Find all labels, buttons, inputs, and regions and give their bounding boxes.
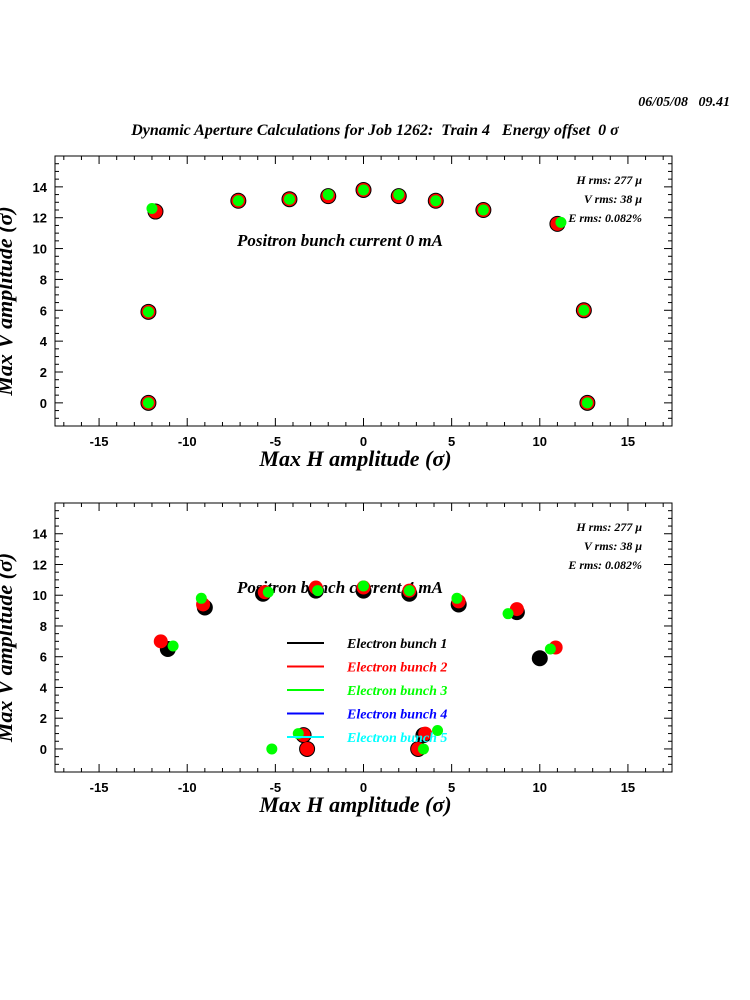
x-tick-label: 5 [448, 434, 455, 449]
positron-current-label: Positron bunch current 0 mA [236, 231, 443, 250]
rms-info-line: E rms: 0.082% [567, 211, 642, 225]
rms-info-line: H rms: 277 μ [575, 520, 642, 534]
data-point-bunch-3 [142, 397, 154, 409]
y-axis-title: Max V amplitude (σ) [0, 553, 17, 743]
positron-current-label: Positron bunch current 4 mA [236, 578, 443, 597]
x-tick-label: 15 [621, 780, 635, 795]
data-point-bunch-3 [312, 585, 324, 597]
x-tick-label: -10 [178, 434, 197, 449]
y-tick-label: 4 [40, 680, 48, 695]
data-point-bunch-3 [262, 586, 274, 598]
x-tick-label: 0 [360, 780, 367, 795]
data-point-bunch-3 [581, 397, 593, 409]
data-point-bunch-3 [232, 195, 244, 207]
data-point-bunch-3 [477, 204, 489, 216]
x-tick-label: -15 [90, 434, 109, 449]
data-point-bunch-3 [266, 743, 278, 755]
data-point-bunch-3 [358, 580, 369, 592]
x-tick-label: -5 [270, 434, 282, 449]
y-tick-label: 2 [40, 711, 47, 726]
x-tick-label: 10 [533, 780, 547, 795]
legend-label-bunch-4: Electron bunch 4 [346, 708, 447, 723]
rms-info-line: E rms: 0.082% [567, 558, 642, 572]
data-point-bunch-3 [167, 640, 179, 652]
x-axis-title: Max H amplitude (σ) [258, 446, 451, 471]
page-title: Dynamic Aperture Calculations for Job 12… [131, 122, 619, 139]
legend-label-bunch-2: Electron bunch 2 [346, 661, 447, 676]
x-tick-label: -10 [178, 780, 197, 795]
y-tick-label: 2 [40, 365, 47, 380]
data-point-bunch-3 [430, 195, 442, 207]
data-point-bunch-3 [403, 585, 415, 597]
data-point-bunch-2 [418, 726, 433, 741]
data-point-bunch-3 [142, 306, 154, 318]
y-tick-label: 14 [33, 527, 48, 542]
data-point-bunch-3 [393, 189, 405, 201]
data-point-bunch-3 [417, 743, 429, 755]
y-tick-label: 14 [33, 180, 48, 195]
y-tick-label: 12 [33, 557, 47, 572]
x-tick-label: 15 [621, 434, 635, 449]
y-tick-label: 0 [40, 396, 47, 411]
legend-label-bunch-5: Electron bunch 5 [346, 731, 447, 746]
x-tick-label: 10 [533, 434, 547, 449]
data-point-bunch-3 [544, 643, 556, 655]
y-tick-label: 10 [33, 588, 47, 603]
y-tick-label: 8 [40, 272, 47, 287]
chart-panel-2: -15 -10 -5 0 5 10 15 0 2 4 6 8 10 12 14 Max H amplitude… [0, 502, 673, 817]
y-tick-label: 6 [40, 303, 47, 318]
legend-label-bunch-3: Electron bunch 3 [346, 684, 447, 699]
data-point-bunch-3 [451, 592, 463, 604]
data-point-bunch-3 [195, 592, 207, 604]
rms-info-line: V rms: 38 μ [584, 539, 642, 553]
x-tick-label: 0 [360, 434, 367, 449]
date-stamp: 06/05/08 09.41 [638, 95, 730, 110]
x-tick-label: -15 [90, 780, 109, 795]
data-point-bunch-2 [300, 741, 315, 756]
x-tick-label: -5 [270, 780, 282, 795]
data-point-bunch-3 [358, 184, 369, 196]
data-point-bunch-2 [153, 634, 168, 649]
y-tick-label: 6 [40, 650, 47, 665]
legend-label-bunch-1: Electron bunch 1 [346, 637, 447, 652]
y-tick-label: 8 [40, 619, 47, 634]
y-tick-label: 0 [40, 742, 47, 757]
x-tick-label: 5 [448, 780, 455, 795]
y-tick-label: 12 [33, 211, 47, 226]
rms-info-line: H rms: 277 μ [575, 173, 642, 187]
y-axis-title: Max V amplitude (σ) [0, 206, 17, 396]
data-point-bunch-3 [432, 724, 444, 736]
rms-info-line: V rms: 38 μ [584, 192, 642, 206]
data-point-bunch-3 [146, 202, 158, 214]
x-axis-title: Max H amplitude (σ) [258, 792, 451, 817]
data-point-bunch-3 [322, 189, 334, 201]
chart-panel-1: -15 -10 -5 0 5 10 15 0 2 4 6 8 10 12 14 Max H amplitude… [0, 155, 673, 471]
data-point-bunch-3 [502, 608, 514, 620]
y-tick-label: 4 [40, 334, 48, 349]
data-point-bunch-3 [283, 193, 295, 205]
data-point-bunch-3 [578, 304, 590, 316]
data-point-bunch-3 [555, 216, 567, 228]
y-tick-label: 10 [33, 242, 47, 257]
data-point-bunch-1 [531, 650, 548, 667]
